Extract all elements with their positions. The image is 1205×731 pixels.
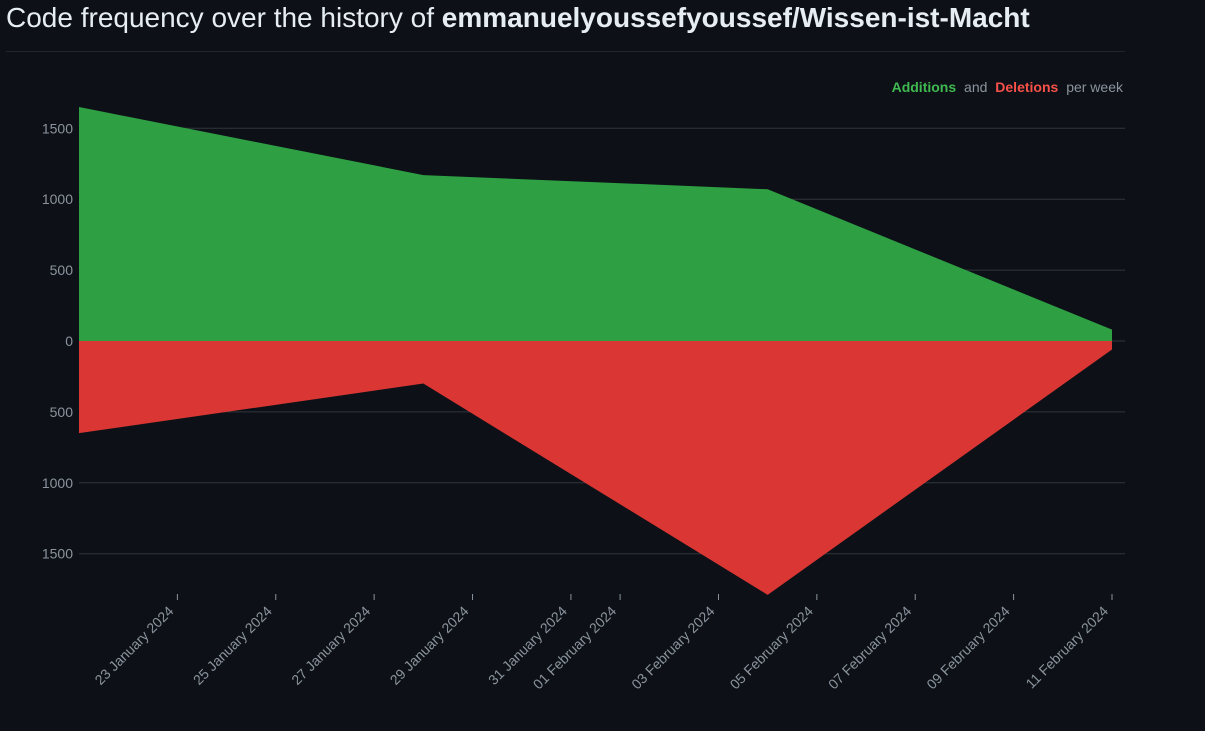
deletions-area xyxy=(79,341,1112,595)
x-tick-label: 27 January 2024 xyxy=(288,603,373,688)
y-tick-label: 1000 xyxy=(42,191,73,207)
x-tick-label: 23 January 2024 xyxy=(91,603,176,688)
y-tick-label: 1500 xyxy=(42,120,73,136)
additions-area xyxy=(79,107,1112,341)
y-tick-label: 1000 xyxy=(42,475,73,491)
x-tick-label: 01 February 2024 xyxy=(530,603,620,693)
legend-additions: Additions xyxy=(892,79,957,95)
title-prefix: Code frequency over the history of xyxy=(6,2,435,33)
y-tick-label: 500 xyxy=(50,404,74,420)
x-tick-label: 03 February 2024 xyxy=(628,603,718,693)
x-tick-label: 11 February 2024 xyxy=(1022,603,1111,692)
x-tick-label: 07 February 2024 xyxy=(825,603,915,693)
chart-legend: Additions and Deletions per week xyxy=(892,79,1124,95)
x-tick-label: 09 February 2024 xyxy=(923,603,1013,693)
legend-and: and xyxy=(964,79,987,95)
page-title: Code frequency over the history of emman… xyxy=(6,2,1030,34)
x-tick-label: 05 February 2024 xyxy=(727,603,817,693)
y-tick-label: 0 xyxy=(65,333,73,349)
x-tick-label: 29 January 2024 xyxy=(387,603,472,688)
legend-per-week: per week xyxy=(1066,79,1124,95)
y-axis-ticks: 1500 1000 500 0 500 1000 1500 xyxy=(42,120,73,561)
legend-deletions: Deletions xyxy=(995,79,1058,95)
repo-link[interactable]: emmanuelyoussefyoussef/Wissen-ist-Macht xyxy=(441,2,1030,33)
x-tick-label: 25 January 2024 xyxy=(190,603,275,688)
x-axis-ticks: 23 January 2024 25 January 2024 27 January… xyxy=(91,594,1113,693)
chart-header: Code frequency over the history of emman… xyxy=(6,0,1125,52)
series-areas xyxy=(79,107,1112,595)
y-tick-label: 500 xyxy=(50,262,74,278)
y-tick-label: 1500 xyxy=(42,546,73,562)
